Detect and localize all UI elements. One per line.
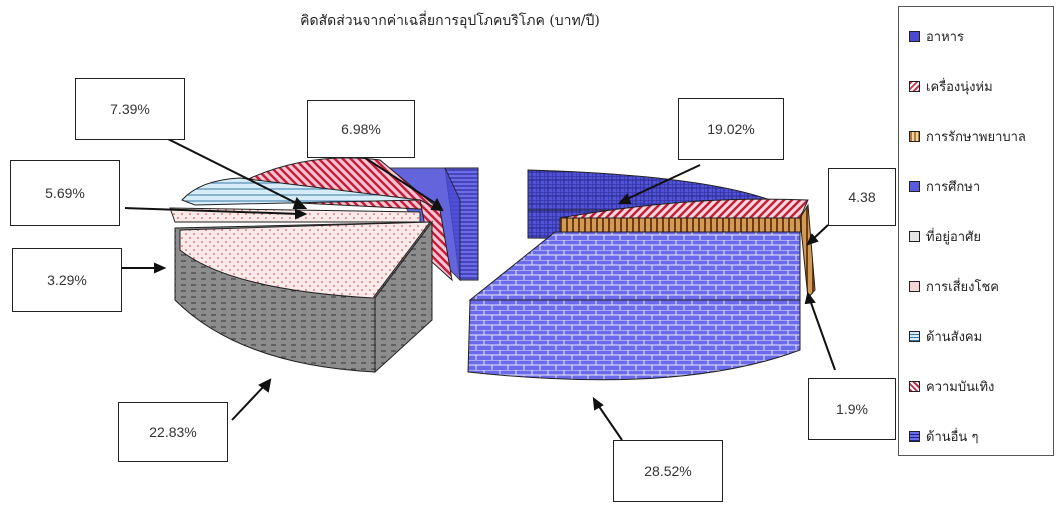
food-swatch-icon [909, 30, 920, 42]
data-label-lottery: 3.29% [12, 248, 122, 312]
education-swatch-icon [909, 180, 920, 192]
legend-label: การรักษาพยาบาล [926, 129, 1026, 145]
callout-arrows [120, 124, 836, 441]
lottery-swatch-icon [909, 280, 920, 292]
other-swatch-icon [909, 430, 920, 442]
legend-item-other: ด้านอื่น ๆ [909, 425, 978, 447]
social-swatch-icon [909, 330, 920, 342]
data-label-entertainment: 7.39% [75, 78, 185, 140]
legend: อาหาร เครื่องนุ่งห่ม การรักษาพยาบาล การศ… [898, 6, 1054, 456]
legend-label: ด้านสังคม [926, 329, 983, 345]
slice-education [467, 231, 801, 381]
legend-item-social: ด้านสังคม [909, 325, 982, 347]
legend-label: การศึกษา [926, 179, 981, 195]
slice-social [181, 177, 421, 206]
data-label-medical: 1.9% [808, 378, 896, 440]
legend-item-housing: ที่อยู่อาศัย [909, 225, 981, 247]
legend-label: ที่อยู่อาศัย [926, 229, 981, 245]
slice-housing [174, 220, 434, 374]
chart-title: คิดสัดส่วนจากค่าเฉลี่ยการอุปโภคบริโภค (บ… [300, 13, 600, 29]
slice-medical [559, 203, 816, 300]
legend-item-entertainment: ความบันเทิง [909, 375, 994, 397]
data-label-education: 28.52% [613, 440, 723, 502]
housing-swatch-icon [909, 230, 920, 242]
data-label-housing: 22.83% [118, 402, 228, 462]
data-label-food: 19.02% [678, 98, 784, 160]
slice-clothing [559, 198, 809, 219]
legend-label: ด้านอื่น ๆ [926, 429, 979, 445]
data-label-social: 5.69% [10, 160, 120, 226]
data-label-clothing: 4.38 [828, 168, 896, 226]
legend-item-food: อาหาร [909, 25, 964, 47]
legend-label: เครื่องนุ่งห่ม [926, 79, 993, 95]
legend-label: ความบันเทิง [926, 379, 995, 395]
clothing-swatch-icon [909, 80, 920, 92]
legend-item-lottery: การเสี่ยงโชค [909, 275, 999, 297]
legend-label: อาหาร [926, 29, 964, 45]
legend-label: การเสี่ยงโชค [926, 279, 999, 295]
legend-item-education: การศึกษา [909, 175, 980, 197]
legend-item-clothing: เครื่องนุ่งห่ม [909, 75, 993, 97]
medical-swatch-icon [909, 130, 920, 142]
legend-item-medical: การรักษาพยาบาล [909, 125, 1026, 147]
entertainment-swatch-icon [909, 380, 920, 392]
data-label-other: 6.98% [307, 100, 415, 158]
